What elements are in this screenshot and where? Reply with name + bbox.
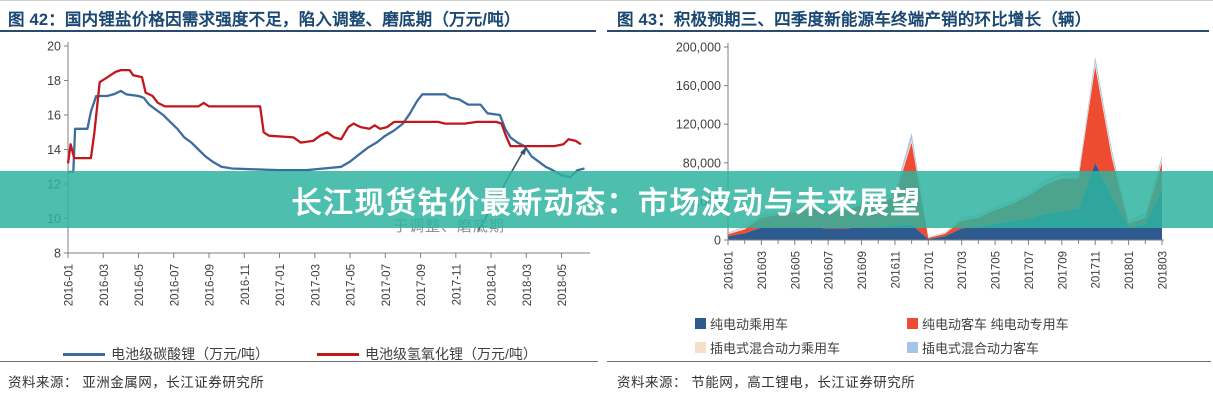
watermark-banner: 长江现货钴价最新动态：市场波动与未来展望 bbox=[0, 171, 1213, 228]
legend-label: 插电式混合动力客车 bbox=[922, 341, 1040, 356]
cream-square-swatch bbox=[695, 342, 706, 353]
svg-text:201605: 201605 bbox=[790, 251, 802, 289]
svg-text:2018-03: 2018-03 bbox=[522, 264, 534, 306]
dark-blue-square-swatch bbox=[695, 318, 706, 329]
legend-item-phev-bus: 插电式混合动力客车 bbox=[907, 338, 1069, 357]
svg-text:20: 20 bbox=[47, 40, 61, 54]
svg-text:2017-05: 2017-05 bbox=[346, 264, 358, 306]
svg-text:2018-01: 2018-01 bbox=[487, 264, 499, 306]
red-square-swatch bbox=[907, 318, 918, 329]
svg-text:200,000: 200,000 bbox=[676, 41, 721, 55]
source-divider bbox=[0, 361, 598, 362]
title-underline bbox=[0, 30, 596, 32]
svg-text:2018-05: 2018-05 bbox=[557, 264, 569, 306]
svg-text:201803: 201803 bbox=[1158, 251, 1170, 289]
svg-text:2017-09: 2017-09 bbox=[416, 264, 428, 306]
svg-text:2016-09: 2016-09 bbox=[205, 264, 217, 306]
figure-43-title: 图 43：积极预期三、四季度新能源车终端产销的环比增长（辆） bbox=[617, 11, 1092, 29]
svg-text:201709: 201709 bbox=[1057, 251, 1069, 289]
lithium-price-panel: 图 42：国内锂盐价格因需求强度不足，陷入调整、磨底期（万元/吨） 20 18 16… bbox=[0, 0, 600, 400]
svg-text:8: 8 bbox=[54, 247, 61, 261]
svg-text:120,000: 120,000 bbox=[676, 118, 721, 132]
svg-text:201603: 201603 bbox=[757, 251, 769, 289]
svg-text:18: 18 bbox=[47, 74, 61, 88]
svg-text:2017-11: 2017-11 bbox=[451, 264, 463, 305]
svg-text:201601: 201601 bbox=[724, 251, 736, 289]
svg-text:201611: 201611 bbox=[890, 251, 902, 289]
legend-label: 电池级氢氧化锂（万元/吨） bbox=[365, 346, 537, 362]
legend-label: 纯电动乘用车 bbox=[710, 317, 789, 332]
source-note: 资料来源： 节能网，高工锂电，长江证券研究所 bbox=[617, 375, 916, 390]
svg-text:14: 14 bbox=[47, 143, 61, 157]
svg-text:2016-03: 2016-03 bbox=[99, 264, 111, 306]
figure-42-title: 图 42：国内锂盐价格因需求强度不足，陷入调整、磨底期（万元/吨） bbox=[8, 11, 521, 29]
svg-text:2017-07: 2017-07 bbox=[381, 264, 393, 306]
legend-label: 纯电动客车 纯电动专用车 bbox=[922, 317, 1069, 332]
svg-text:80,000: 80,000 bbox=[683, 156, 721, 170]
lithium-chart-legend: 电池级碳酸锂（万元/吨） 电池级氢氧化锂（万元/吨） bbox=[0, 344, 600, 364]
legend-label: 电池级碳酸锂（万元/吨） bbox=[111, 346, 269, 362]
source-divider bbox=[607, 361, 1211, 362]
nev-chart-legend: 纯电动乘用车 纯电动客车 纯电动专用车 插电式混合动力乘用车 插电式混合动力客车 bbox=[695, 314, 1069, 357]
blue-line-swatch bbox=[63, 352, 106, 356]
svg-text:2016-01: 2016-01 bbox=[64, 264, 76, 306]
source-note: 资料来源： 亚洲金属网，长江证券研究所 bbox=[8, 375, 265, 390]
svg-text:201701: 201701 bbox=[924, 251, 936, 289]
legend-item-phev-passenger: 插电式混合动力乘用车 bbox=[695, 338, 907, 357]
lithium-price-chart: 20181614121082016-012016-032016-052016-0… bbox=[47, 40, 590, 306]
svg-text:2017-03: 2017-03 bbox=[310, 264, 322, 306]
legend-item-bev-bus: 纯电动客车 纯电动专用车 bbox=[907, 314, 1069, 333]
svg-text:0: 0 bbox=[714, 234, 721, 248]
svg-text:2016-05: 2016-05 bbox=[134, 264, 146, 306]
svg-text:2017-01: 2017-01 bbox=[275, 264, 287, 306]
svg-text:201705: 201705 bbox=[991, 251, 1003, 289]
top-divider bbox=[0, 0, 1213, 1]
legend-item-carbonate: 电池级碳酸锂（万元/吨） bbox=[63, 344, 269, 364]
svg-text:2016-07: 2016-07 bbox=[169, 264, 181, 306]
svg-text:201707: 201707 bbox=[1024, 251, 1036, 289]
title-underline bbox=[607, 30, 1209, 32]
svg-text:201609: 201609 bbox=[857, 251, 869, 289]
svg-text:16: 16 bbox=[47, 109, 61, 123]
svg-text:201703: 201703 bbox=[957, 251, 969, 289]
legend-label: 插电式混合动力乘用车 bbox=[710, 341, 841, 356]
svg-text:201607: 201607 bbox=[824, 251, 836, 289]
svg-text:160,000: 160,000 bbox=[676, 79, 721, 93]
legend-item-bev-passenger: 纯电动乘用车 bbox=[695, 314, 907, 333]
light-blue-square-swatch bbox=[907, 342, 918, 353]
svg-text:201711: 201711 bbox=[1091, 251, 1103, 289]
red-line-swatch bbox=[317, 352, 359, 356]
svg-text:201801: 201801 bbox=[1124, 251, 1136, 289]
svg-text:2016-11: 2016-11 bbox=[240, 264, 252, 305]
legend-item-hydroxide: 电池级氢氧化锂（万元/吨） bbox=[317, 344, 537, 364]
